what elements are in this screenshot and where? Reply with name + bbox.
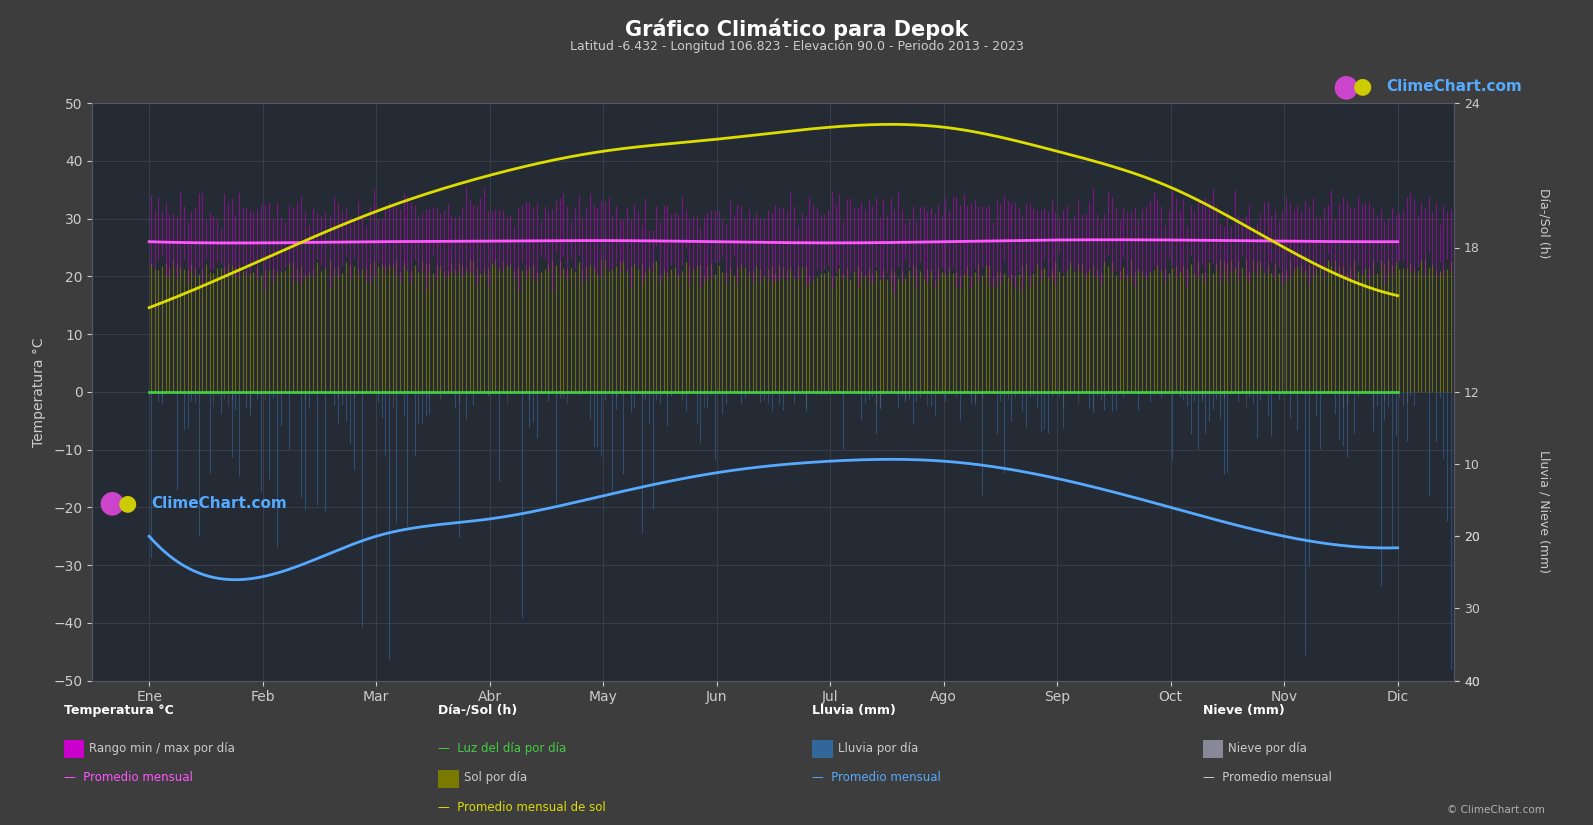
Text: —  Promedio mensual: — Promedio mensual [1203,771,1332,785]
Text: —  Promedio mensual: — Promedio mensual [812,771,941,785]
Text: ●: ● [1352,77,1372,97]
Text: ●: ● [1333,72,1359,101]
Text: —  Promedio mensual de sol: — Promedio mensual de sol [438,801,605,814]
Text: ClimeChart.com: ClimeChart.com [151,496,287,511]
Text: ●: ● [118,493,137,513]
Text: ClimeChart.com: ClimeChart.com [1386,79,1521,94]
Text: —  Promedio mensual: — Promedio mensual [64,771,193,785]
Text: Lluvia / Nieve (mm): Lluvia / Nieve (mm) [1537,450,1550,573]
Text: Rango min / max por día: Rango min / max por día [89,742,236,755]
Text: ●: ● [99,488,124,518]
Text: Nieve (mm): Nieve (mm) [1203,704,1284,717]
Text: Lluvia por día: Lluvia por día [838,742,918,755]
Text: Día-/Sol (h): Día-/Sol (h) [1537,187,1550,258]
Text: Temperatura °C: Temperatura °C [64,704,174,717]
Text: Lluvia (mm): Lluvia (mm) [812,704,897,717]
Y-axis label: Temperatura °C: Temperatura °C [32,337,46,446]
Text: Gráfico Climático para Depok: Gráfico Climático para Depok [624,19,969,40]
Text: Nieve por día: Nieve por día [1228,742,1308,755]
Text: Sol por día: Sol por día [464,771,527,785]
Text: © ClimeChart.com: © ClimeChart.com [1448,804,1545,814]
Text: Latitud -6.432 - Longitud 106.823 - Elevación 90.0 - Periodo 2013 - 2023: Latitud -6.432 - Longitud 106.823 - Elev… [570,40,1023,53]
Text: Día-/Sol (h): Día-/Sol (h) [438,704,518,717]
Text: —  Luz del día por día: — Luz del día por día [438,742,567,755]
